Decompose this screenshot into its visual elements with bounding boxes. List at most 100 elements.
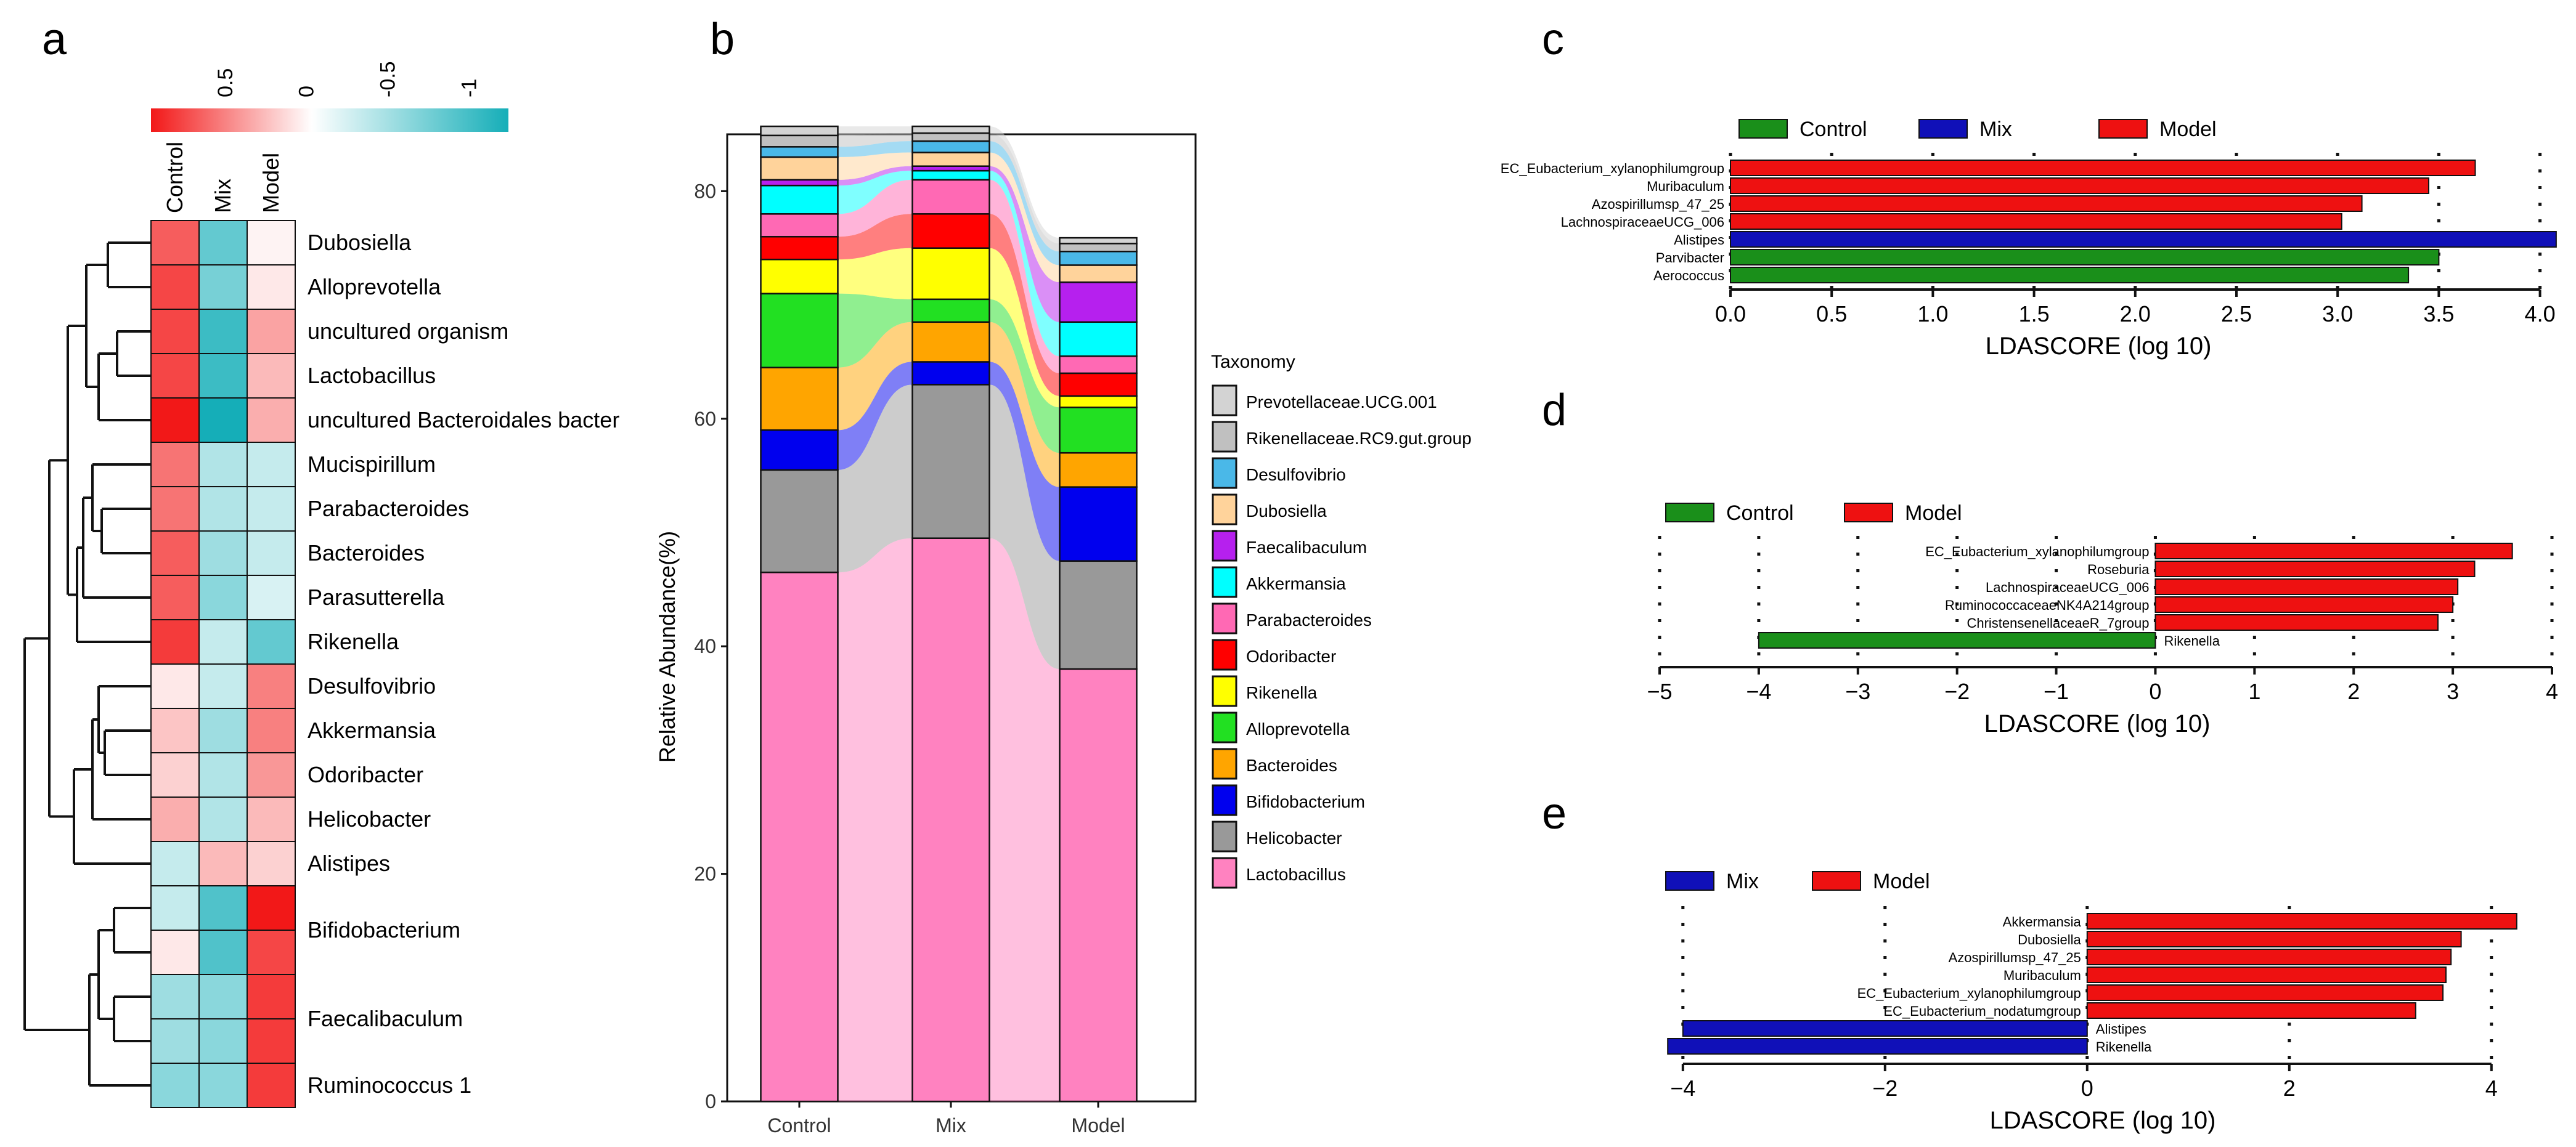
- colorbar-tick-label: -1: [457, 79, 481, 97]
- x-tick-label: 2: [2283, 1076, 2296, 1101]
- heatmap-cell: [247, 841, 296, 886]
- x-tick-label: 4.0: [2525, 301, 2556, 326]
- bar-segment: [911, 213, 990, 249]
- legend-swatch: [1844, 503, 1893, 522]
- heatmap-cell: [198, 708, 248, 753]
- lda-bar-label: Akkermansia: [2003, 914, 2082, 930]
- heatmap-cell: [247, 752, 296, 798]
- lda-bar-label: EC_Eubacterium_nodatumgroup: [1883, 1003, 2081, 1019]
- lda-bar: [2086, 967, 2447, 983]
- alluvial-ribbon: [838, 141, 913, 157]
- bar-segment: [911, 169, 990, 181]
- colorbar-tick-label: 0.5: [214, 68, 237, 97]
- lda-bar-label: Muribaculum: [1647, 179, 1724, 194]
- bar-segment: [911, 247, 990, 301]
- heatmap-cell: [198, 397, 248, 443]
- heatmap-cell: [150, 619, 200, 665]
- bar-segment: [911, 132, 990, 142]
- panel-label-e: e: [1542, 789, 1567, 838]
- legend-swatch: [1212, 457, 1237, 489]
- lda-bar: [2086, 931, 2462, 947]
- x-tick-label: −1: [2044, 679, 2069, 704]
- x-tick-label: 4: [2485, 1076, 2498, 1101]
- lda-panel-d: Control Model EC_Eubacterium_xylanophilumg…: [1647, 501, 2558, 737]
- heatmap-row-label: Lactobacillus: [308, 363, 436, 388]
- legend-label: Mix: [1726, 870, 1759, 893]
- legend-swatch: [1212, 602, 1237, 634]
- alluvial-ribbon: [989, 152, 1060, 283]
- heatmap-cell: [150, 442, 200, 487]
- heatmap-cell: [198, 1063, 248, 1108]
- lda-bar-label: Roseburia: [2087, 562, 2150, 577]
- heatmap-cell: [247, 619, 296, 665]
- heatmap-cell: [247, 796, 296, 842]
- x-tick-label: 2: [2347, 679, 2360, 704]
- bar-segment: [911, 152, 990, 167]
- heatmap-cell: [150, 397, 200, 443]
- y-tick-label: 60: [694, 408, 716, 430]
- legend-swatch: [1212, 748, 1237, 780]
- x-tick-label: 1.0: [1917, 301, 1948, 326]
- legend-swatch: [2098, 119, 2148, 139]
- bar-segment: [911, 140, 990, 153]
- heatmap-cell: [247, 708, 296, 753]
- x-tick-label: 1: [2248, 679, 2260, 704]
- heatmap-cell: [150, 796, 200, 842]
- legend-label: Dubosiella: [1246, 501, 1327, 521]
- bar-segment: [1059, 281, 1138, 323]
- legend-label: Prevotellaceae.UCG.001: [1246, 392, 1437, 411]
- legend-label: Rikenella: [1246, 683, 1318, 702]
- alluvial-ribbon: [989, 384, 1060, 670]
- legend-label: Control: [1726, 501, 1794, 525]
- heatmap-cell: [198, 663, 248, 709]
- alluvial-ribbon: [838, 179, 913, 237]
- alluvial-ribbon: [838, 133, 913, 147]
- legend-swatch: [1212, 821, 1237, 853]
- bar-segment: [1059, 250, 1138, 266]
- heatmap-cell: [150, 264, 200, 310]
- lda-bar: [2154, 561, 2476, 577]
- heatmap-row-label: Parabacteroides: [308, 496, 469, 521]
- bar-segment: [1059, 395, 1138, 408]
- legend-label: Odoribacter: [1246, 647, 1336, 666]
- panel-label-b: b: [710, 15, 735, 64]
- alluvial-ribbon: [838, 248, 913, 299]
- legend-label: Bacteroides: [1246, 756, 1337, 775]
- heatmap-cell: [150, 486, 200, 532]
- lda-panel-e: Mix Model Akkermansia Dubosiella Azospirillu…: [1665, 870, 2517, 1134]
- heatmap-cell: [247, 442, 296, 487]
- legend-label: Mix: [1979, 118, 2012, 141]
- legend-label: Control: [1800, 118, 1867, 141]
- legend-label: Desulfovibrio: [1246, 465, 1346, 484]
- legend-title: Taxonomy: [1211, 352, 1295, 372]
- bar-segment: [1059, 321, 1138, 357]
- heatmap-cell: [150, 885, 200, 931]
- heatmap-cell: [150, 841, 200, 886]
- bar-segment: [911, 125, 990, 134]
- bar-segment: [911, 321, 990, 363]
- lda-bar: [2086, 913, 2517, 930]
- heatmap-cell: [198, 442, 248, 487]
- lda-bar-label: Alistipes: [2096, 1021, 2146, 1037]
- legend-label: Model: [1873, 870, 1930, 893]
- heatmap-row-label: Akkermansia: [308, 718, 436, 743]
- heatmap-row-label: Rikenella: [308, 629, 399, 654]
- heatmap-cell: [150, 575, 200, 620]
- heatmap-cell: [198, 619, 248, 665]
- alluvial-ribbon: [989, 538, 1060, 1101]
- bar-segment: [760, 125, 839, 137]
- bar-segment: [760, 184, 839, 215]
- bar-segment: [1059, 237, 1138, 245]
- lda-bar: [1730, 160, 2476, 176]
- alluvial-ribbon: [838, 166, 913, 186]
- bar-segment: [1059, 264, 1138, 283]
- colorbar-tick-label: 0: [295, 86, 319, 97]
- bar-segment: [760, 156, 839, 181]
- x-tick-label: 2.5: [2221, 301, 2252, 326]
- bar-segment: [760, 146, 839, 158]
- legend-swatch: [1212, 675, 1237, 707]
- legend-label: Model: [2159, 118, 2217, 141]
- x-tick-label: −2: [1944, 679, 1970, 704]
- x-tick-label: −4: [1670, 1076, 1695, 1101]
- heatmap-row-label: Alistipes: [308, 851, 390, 876]
